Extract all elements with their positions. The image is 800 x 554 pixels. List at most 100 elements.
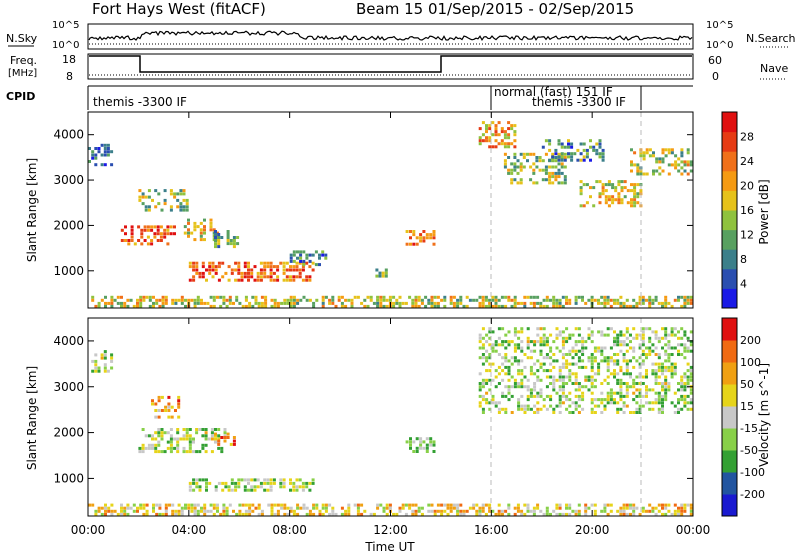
range-cell-6 xyxy=(680,327,684,331)
range-cell-14 xyxy=(420,301,424,305)
colorbar-frame xyxy=(721,317,738,517)
range-cell-6 xyxy=(581,340,585,344)
range-cell-14 xyxy=(481,298,485,302)
range-cell-1 xyxy=(164,405,168,409)
range-cell-4 xyxy=(188,485,192,489)
colorbar-tick-label: -50 xyxy=(740,444,758,457)
range-cell-5 xyxy=(415,446,419,450)
range-cell-2 xyxy=(157,428,161,431)
range-cell-6 xyxy=(507,378,511,382)
range-cell-7 xyxy=(222,503,226,507)
range-cell-7 xyxy=(484,512,488,516)
range-cell-6 xyxy=(539,378,543,382)
range-cell-6 xyxy=(622,353,626,356)
range-cell-14 xyxy=(116,301,120,305)
range-cell-14 xyxy=(366,295,370,299)
range-cell-6 xyxy=(523,365,527,369)
range-cell-7 xyxy=(532,506,536,510)
range-cell-14 xyxy=(228,298,232,302)
range-cell-7 xyxy=(436,503,440,507)
range-cell-11 xyxy=(582,155,586,159)
range-cell-7 xyxy=(404,503,408,507)
range-cell-13 xyxy=(667,163,671,167)
range-cell-4 xyxy=(221,481,225,485)
range-cell-2 xyxy=(144,205,148,209)
range-cell-7 xyxy=(376,506,380,510)
range-cell-6 xyxy=(661,385,664,389)
range-cell-5 xyxy=(226,242,230,246)
range-cell-4 xyxy=(243,488,247,492)
range-cell-4 xyxy=(227,488,231,492)
range-cell-13 xyxy=(686,160,690,164)
range-cell-2 xyxy=(157,434,161,438)
range-cell-8 xyxy=(409,242,412,246)
range-cell-6 xyxy=(661,369,664,373)
range-cell-6 xyxy=(504,340,508,344)
range-cell-2 xyxy=(141,450,145,454)
range-cell-12 xyxy=(620,189,624,193)
range-cell-6 xyxy=(558,398,562,402)
range-cell-2 xyxy=(169,205,173,209)
range-cell-1 xyxy=(143,225,147,229)
range-cell-2 xyxy=(141,446,145,450)
range-cell-13 xyxy=(680,148,684,152)
range-cell-1 xyxy=(159,239,163,242)
range-cell-14 xyxy=(552,295,556,299)
range-cell-6 xyxy=(664,391,668,395)
range-cell-13 xyxy=(652,151,655,155)
range-cell-7 xyxy=(356,512,360,516)
range-cell-6 xyxy=(683,385,687,389)
range-cell-5 xyxy=(217,239,221,242)
range-cell-12 xyxy=(598,195,602,199)
range-cell-2 xyxy=(138,198,142,202)
range-cell-6 xyxy=(481,343,485,347)
range-cell-14 xyxy=(629,304,632,308)
y-tick-label: 3000 xyxy=(53,173,84,187)
range-cell-6 xyxy=(545,407,549,411)
range-cell-14 xyxy=(126,298,130,302)
y-tick-label: 1000 xyxy=(53,471,84,485)
range-cell-6 xyxy=(609,359,613,363)
range-cell-4 xyxy=(237,478,241,482)
range-cell-9 xyxy=(510,124,514,128)
range-cell-12 xyxy=(601,189,605,193)
range-cell-14 xyxy=(616,301,620,305)
range-cell-14 xyxy=(289,298,293,302)
range-cell-14 xyxy=(238,301,242,305)
range-cell-6 xyxy=(632,336,636,340)
nsearch-tick-bottom: 10^0 xyxy=(706,40,733,51)
range-cell-6 xyxy=(654,333,658,337)
range-cell-6 xyxy=(661,407,664,411)
velocity-heatmap xyxy=(88,327,693,516)
range-cell-0 xyxy=(94,353,98,357)
range-cell-0 xyxy=(103,143,107,147)
range-cell-6 xyxy=(632,356,636,360)
range-cell-6 xyxy=(667,343,671,347)
range-cell-14 xyxy=(414,295,418,299)
range-cell-6 xyxy=(478,388,482,392)
range-cell-10 xyxy=(551,165,555,169)
range-cell-6 xyxy=(561,353,565,356)
range-cell-6 xyxy=(568,372,572,376)
range-cell-7 xyxy=(507,506,511,510)
range-cell-4 xyxy=(272,271,276,275)
range-cell-14 xyxy=(449,295,453,299)
range-cell-2 xyxy=(147,205,151,209)
range-cell-4 xyxy=(201,478,205,482)
range-cell-0 xyxy=(97,366,101,370)
range-cell-6 xyxy=(488,369,492,373)
range-cell-12 xyxy=(620,186,624,190)
range-cell-6 xyxy=(587,333,591,337)
range-cell-6 xyxy=(311,253,315,257)
range-cell-14 xyxy=(235,298,239,302)
range-cell-6 xyxy=(625,343,629,347)
range-cell-6 xyxy=(648,340,652,344)
range-cell-2 xyxy=(160,431,164,435)
range-cell-12 xyxy=(592,204,596,208)
power-ylabel: Slant Range [km] xyxy=(25,158,39,262)
range-cell-10 xyxy=(551,152,555,156)
range-cell-6 xyxy=(616,353,620,356)
range-cell-6 xyxy=(641,382,645,385)
range-cell-6 xyxy=(641,340,645,344)
